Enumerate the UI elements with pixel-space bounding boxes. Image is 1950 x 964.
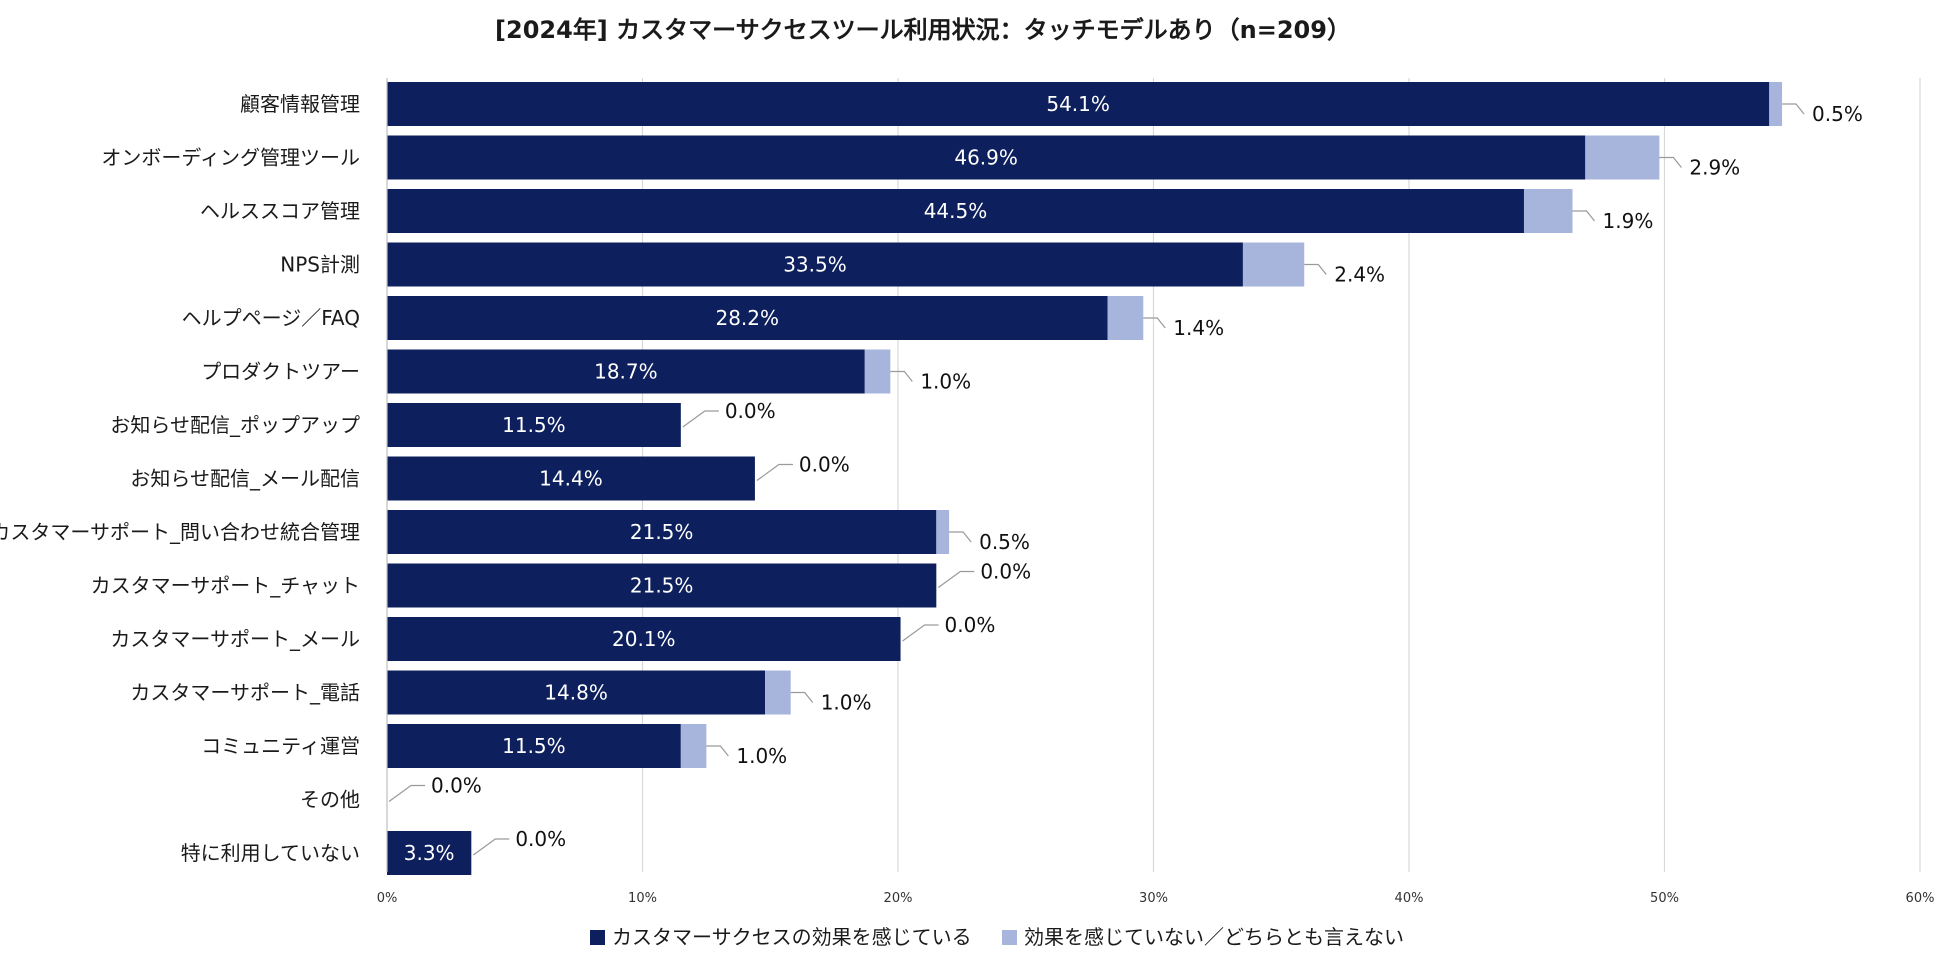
value-label-not-effective: 0.0% <box>431 774 482 798</box>
bar-not-effective <box>864 349 891 394</box>
value-label-effective: 14.8% <box>544 681 608 705</box>
leader-line <box>472 838 510 856</box>
leader-line <box>682 410 719 428</box>
leader-line <box>949 531 972 543</box>
x-tick-label: 40% <box>1395 891 1424 906</box>
leader-line <box>388 784 425 802</box>
category-label: NPS計測 <box>280 253 360 277</box>
legend: カスタマーサクセスの効果を感じている 効果を感じていない／どちらとも言えない <box>590 925 1404 949</box>
bar-not-effective <box>1107 296 1144 340</box>
bar-effective <box>387 296 1108 340</box>
legend-label-not-effective: 効果を感じていない／どちらとも言えない <box>1024 925 1404 949</box>
leader-line <box>890 370 913 382</box>
leader-line <box>1143 317 1166 329</box>
value-label-effective: 14.4% <box>539 467 603 491</box>
bar-effective <box>387 563 937 608</box>
bar-effective <box>387 510 937 554</box>
bar-not-effective <box>1242 242 1305 287</box>
x-tick-label: 30% <box>1139 891 1168 906</box>
x-tick-label: 50% <box>1650 891 1679 906</box>
value-label-effective: 21.5% <box>630 520 694 544</box>
bar-effective <box>387 617 901 661</box>
category-label: その他 <box>300 788 360 812</box>
value-label-not-effective: 1.9% <box>1603 209 1654 233</box>
bar-effective <box>387 82 1770 126</box>
value-label-effective: 21.5% <box>630 574 694 598</box>
bar-effective <box>387 403 681 447</box>
category-label: カスタマーサポート_メール <box>110 627 360 651</box>
value-label-effective: 33.5% <box>783 253 847 277</box>
value-label-not-effective: 0.0% <box>515 827 566 851</box>
value-label-not-effective: 0.0% <box>980 560 1031 584</box>
value-label-effective: 28.2% <box>715 306 779 330</box>
value-label-effective: 44.5% <box>924 199 988 223</box>
value-label-effective: 46.9% <box>954 146 1018 170</box>
leader-line <box>1782 103 1805 115</box>
value-label-effective: 11.5% <box>502 734 566 758</box>
category-label: オンボーディング管理ツール <box>101 146 360 170</box>
bar-effective <box>387 349 865 394</box>
leader-line <box>756 463 793 481</box>
category-label: カスタマーサポート_電話 <box>130 681 360 705</box>
value-label-not-effective: 1.0% <box>920 370 971 394</box>
data-labels: 54.1% 0.5% 46.9% 2.9% 44.5% 1.9% 33.5% 2.4% 28.2… <box>388 92 1863 865</box>
category-label: 特に利用していない <box>181 841 360 865</box>
x-tick-label: 60% <box>1906 891 1935 906</box>
bar-not-effective <box>936 510 950 554</box>
value-label-not-effective: 1.0% <box>736 744 787 768</box>
x-tick-label: 0% <box>377 891 398 906</box>
bar-effective <box>387 189 1524 233</box>
value-label-not-effective: 0.0% <box>799 453 850 477</box>
bar-not-effective <box>680 724 707 768</box>
value-label-effective: 18.7% <box>594 360 658 384</box>
value-label-not-effective: 2.9% <box>1689 156 1740 180</box>
x-tick-label: 20% <box>884 891 913 906</box>
leader-line <box>902 624 939 642</box>
category-label: お知らせ配信_メール配信 <box>130 467 360 491</box>
bar-effective <box>387 724 681 768</box>
value-label-effective: 3.3% <box>404 841 455 865</box>
value-label-not-effective: 0.0% <box>945 613 996 637</box>
legend-swatch-not-effective <box>1002 930 1017 945</box>
category-label: カスタマーサポート_問い合わせ統合管理 <box>0 520 360 544</box>
leader-line <box>706 745 729 757</box>
leader-line <box>937 570 975 588</box>
value-label-not-effective: 1.0% <box>821 691 872 715</box>
legend-label-effective: カスタマーサクセスの効果を感じている <box>612 925 972 949</box>
axes: 0% 10% 20% 30% 40% 50% 60% 顧客情報管理オンボーディング管理ツールヘ… <box>0 78 1934 906</box>
bars <box>387 82 1783 875</box>
bar-effective <box>387 670 766 715</box>
value-label-not-effective: 0.5% <box>1812 102 1863 126</box>
value-label-not-effective: 0.5% <box>979 530 1030 554</box>
bar-effective <box>387 831 472 875</box>
leader-line <box>1304 263 1327 275</box>
category-label: ヘルプページ／FAQ <box>182 306 360 330</box>
category-label: ヘルススコア管理 <box>200 199 360 223</box>
value-label-not-effective: 0.0% <box>725 399 776 423</box>
leader-line <box>1572 210 1595 222</box>
bar-effective <box>387 456 755 501</box>
category-label: お知らせ配信_ポップアップ <box>110 413 360 437</box>
value-label-not-effective: 2.4% <box>1334 263 1385 287</box>
bar-not-effective <box>1585 135 1660 180</box>
legend-swatch-effective <box>590 930 605 945</box>
bar-effective <box>387 135 1586 180</box>
bar-not-effective <box>765 670 791 715</box>
bar-not-effective <box>1769 82 1783 126</box>
bar-effective <box>387 242 1243 287</box>
value-label-effective: 20.1% <box>612 627 676 651</box>
value-label-not-effective: 1.4% <box>1173 316 1224 340</box>
category-label: プロダクトツアー <box>201 360 360 384</box>
x-tick-label: 10% <box>628 891 657 906</box>
category-label: カスタマーサポート_チャット <box>91 574 360 598</box>
chart-title: [2024年] カスタマーサクセスツール利用状況：タッチモデルあり（n=209） <box>495 16 1351 44</box>
leader-line <box>1659 156 1682 168</box>
bar-not-effective <box>1523 189 1573 233</box>
value-label-effective: 11.5% <box>502 413 566 437</box>
leader-line <box>790 691 814 703</box>
category-label: 顧客情報管理 <box>240 92 360 116</box>
category-label: コミュニティ運営 <box>201 734 360 758</box>
value-label-effective: 54.1% <box>1046 92 1110 116</box>
